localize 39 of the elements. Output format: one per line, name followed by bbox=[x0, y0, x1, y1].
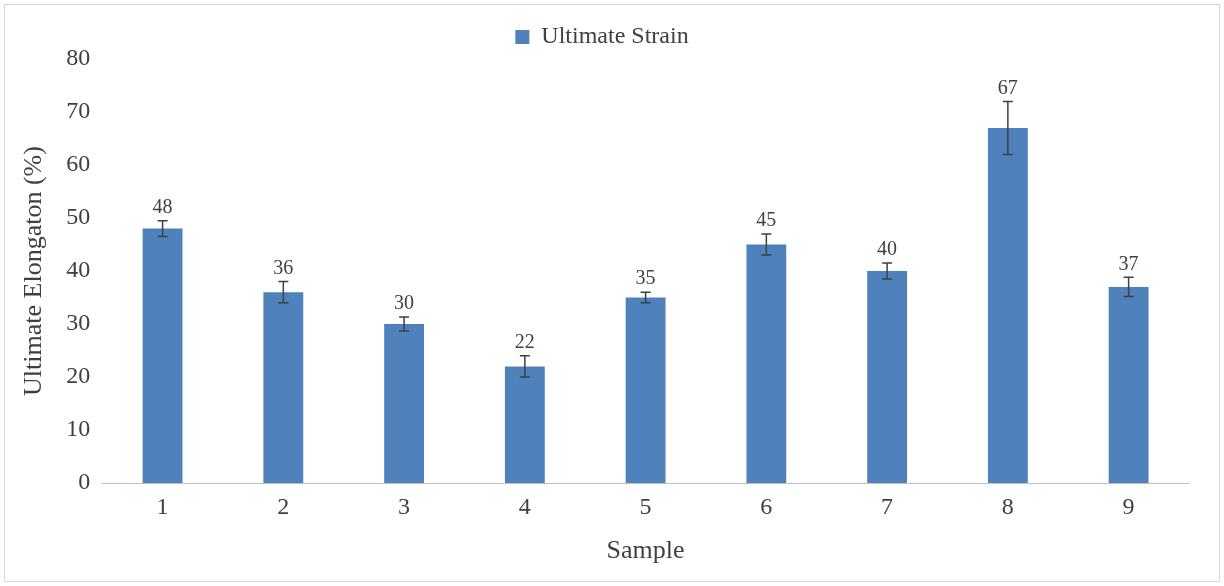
y-tick-label: 60 bbox=[66, 150, 91, 177]
bar bbox=[504, 366, 545, 483]
data-label: 37 bbox=[1118, 251, 1139, 274]
data-label: 45 bbox=[756, 208, 777, 231]
x-tick-label: 4 bbox=[518, 492, 531, 519]
legend-label: Ultimate Strain bbox=[541, 22, 689, 49]
x-tick-label: 9 bbox=[1122, 492, 1135, 519]
data-label: 22 bbox=[514, 330, 535, 353]
bar bbox=[1108, 286, 1149, 483]
y-tick-label: 0 bbox=[78, 468, 91, 495]
x-tick-label: 3 bbox=[398, 492, 411, 519]
bar bbox=[625, 297, 666, 483]
bar bbox=[384, 324, 425, 483]
y-tick-label: 40 bbox=[66, 256, 91, 283]
y-tick-label: 80 bbox=[66, 44, 91, 71]
y-tick-label: 50 bbox=[66, 203, 91, 230]
data-label: 35 bbox=[635, 266, 656, 289]
data-label: 30 bbox=[394, 291, 415, 314]
x-tick-label: 7 bbox=[881, 492, 894, 519]
y-tick-label: 20 bbox=[66, 362, 91, 389]
bar bbox=[142, 228, 183, 483]
x-tick-label: 5 bbox=[639, 492, 652, 519]
bar bbox=[867, 271, 908, 483]
x-tick-label: 1 bbox=[156, 492, 169, 519]
data-label: 36 bbox=[273, 255, 294, 278]
data-label: 67 bbox=[997, 75, 1018, 98]
x-axis-title: Sample bbox=[606, 535, 685, 565]
x-tick-label: 6 bbox=[760, 492, 773, 519]
y-axis-title: Ultimate Elongaton (%) bbox=[18, 146, 48, 396]
y-tick-label: 10 bbox=[66, 415, 91, 442]
bar bbox=[746, 244, 787, 483]
bar bbox=[263, 292, 304, 483]
x-tick-label: 2 bbox=[277, 492, 290, 519]
y-tick-label: 70 bbox=[66, 97, 91, 124]
data-label: 40 bbox=[877, 237, 898, 260]
data-label: 48 bbox=[152, 194, 173, 217]
bar bbox=[987, 127, 1028, 483]
y-tick-label: 30 bbox=[66, 309, 91, 336]
x-tick-label: 8 bbox=[1001, 492, 1014, 519]
